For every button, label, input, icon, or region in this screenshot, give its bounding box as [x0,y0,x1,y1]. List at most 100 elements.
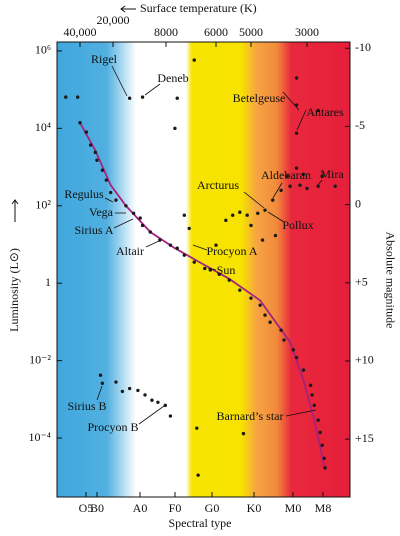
star-label: Procyon B [88,420,139,434]
star [93,150,98,155]
main-sequence-line [79,122,326,471]
star [173,126,177,131]
star [182,253,187,257]
x2-axis-label: Surface temperature (K) [140,1,257,15]
x2-tick-label: 8000 [154,25,178,39]
star [98,373,103,377]
star [163,403,167,408]
y-axis-label: Luminosity (L⊙) [7,248,21,332]
star [241,431,246,436]
star [318,430,322,435]
star-label: Altair [116,244,144,258]
star-label: Rigel [91,52,118,66]
star [114,380,118,384]
star-label: Deneb [157,71,188,85]
leader-line [111,65,128,97]
star [127,386,132,391]
star [294,355,299,360]
x2-tick-label: 6000 [204,25,228,39]
leader-line [272,182,283,199]
star-label: Vega [89,205,114,219]
star-label: Procyon A [207,244,258,258]
star [294,131,299,135]
x2-tick-label: 5000 [239,25,263,39]
leader-line [267,211,285,223]
leader-line [285,409,317,417]
star [224,218,228,223]
star-label: Sirius A [74,223,113,237]
star [285,174,289,178]
star [231,213,235,217]
star-label: Sun [217,263,236,277]
star [120,389,125,394]
star [104,178,109,182]
star-label: Antares [306,105,344,119]
star [100,381,105,385]
x-tick-label: A0 [133,501,148,515]
star-label: Sirius B [67,399,106,413]
star [256,211,260,215]
star [238,288,242,292]
star [127,96,132,100]
plot-frame [56,41,351,498]
arrow [120,5,136,13]
star [168,414,173,418]
star-label: Betelgeuse [233,91,286,105]
leader-line [96,385,103,401]
star [279,188,283,193]
leader-line [113,218,134,229]
star [298,183,302,187]
star [88,143,93,147]
y2-tick-label: -5 [355,118,365,132]
y2-tick-label: +15 [355,431,374,445]
leader-line [282,91,300,111]
x-tick-label: O5 [79,501,94,515]
star [263,313,267,317]
star [131,211,136,215]
y-tick-label: 10⁻² [29,352,51,366]
star [294,76,299,80]
star [301,172,306,177]
star [143,393,147,397]
leader-line [138,405,165,425]
leader-line [104,197,114,203]
star [140,223,145,228]
star [245,213,249,217]
y2-tick-label: +10 [355,353,374,367]
star [305,186,309,191]
y-tick-label: 10⁶ [35,43,51,57]
x-tick-label: B0 [90,501,104,515]
star [282,338,286,342]
arrow [11,199,19,222]
star [238,210,242,214]
y2-axis-label: Absolute magnitude [383,232,397,329]
star [138,216,142,220]
star [320,174,324,178]
star [192,58,196,62]
star [158,238,162,242]
star [312,403,317,408]
star [175,96,179,100]
star [124,204,128,208]
x-axis-label: Spectral type [169,516,232,530]
star [100,168,105,172]
y-tick-label: 1 [45,275,51,289]
star [294,166,299,170]
star [258,303,262,307]
star [196,473,200,477]
star [148,230,152,234]
star [108,190,113,195]
star [227,278,231,282]
star [263,208,267,212]
star [203,266,207,271]
star [217,272,221,276]
star [156,400,160,404]
star [114,198,118,202]
star [320,443,324,447]
x-tick-label: M0 [285,501,302,515]
leader-line [207,267,217,271]
star [279,328,283,332]
leader-line [144,83,161,96]
x-tick-label: K0 [247,501,262,515]
